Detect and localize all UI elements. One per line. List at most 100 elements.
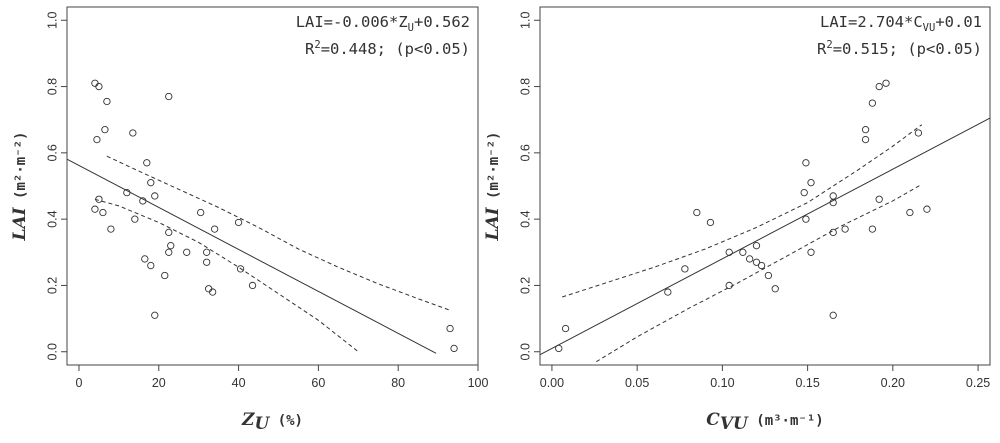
data-point — [123, 188, 131, 197]
confidence-band-lower — [596, 183, 923, 363]
data-point — [746, 255, 754, 263]
x-tick-label: 40 — [232, 376, 246, 390]
data-point — [829, 228, 837, 237]
x-tick-label: 0.05 — [625, 376, 649, 390]
x-tick-label: 0.00 — [540, 376, 564, 390]
data-point — [771, 285, 779, 293]
data-point — [139, 197, 147, 205]
chart-panel-1: 0.0 0.2 0.4 0.6 0.8 1.0 0 20 40 60 80 100 LAI=-0.006… — [10, 6, 489, 434]
data-point — [141, 255, 149, 263]
x-tick-label: 60 — [311, 376, 325, 390]
y-tick-label: 1.0 — [518, 12, 532, 29]
data-point — [739, 248, 747, 256]
data-point — [205, 285, 213, 293]
data-point — [183, 248, 191, 256]
data-point — [203, 248, 211, 256]
data-point — [93, 135, 101, 144]
data-point — [167, 242, 175, 250]
r-squared-annotation: R2=0.448; (p<0.05) — [305, 39, 470, 58]
data-point — [248, 281, 257, 290]
data-point — [752, 258, 761, 266]
data-point — [693, 208, 701, 217]
data-point — [875, 195, 883, 203]
data-point — [165, 248, 173, 256]
data-point — [161, 271, 169, 280]
data-point — [210, 225, 219, 233]
data-point — [91, 79, 99, 87]
data-point — [802, 159, 810, 167]
data-point — [143, 159, 151, 167]
confidence-band-lower — [94, 198, 359, 353]
x-tick-label: 20 — [152, 376, 166, 390]
data-point — [165, 92, 173, 101]
data-point — [868, 99, 877, 107]
x-axis-title: ZU (%) — [241, 410, 303, 434]
data-point — [197, 208, 205, 217]
data-point — [131, 215, 139, 223]
x-tick-label: 100 — [468, 376, 489, 390]
data-point — [861, 135, 870, 144]
data-point — [151, 192, 159, 200]
data-point — [764, 271, 773, 280]
data-point — [752, 242, 761, 250]
y-tick-label: 0.0 — [518, 343, 532, 360]
data-point — [807, 248, 815, 256]
data-point — [923, 205, 931, 213]
data-point — [147, 261, 155, 270]
y-tick-label: 0.0 — [45, 343, 59, 360]
data-point — [561, 324, 570, 333]
data-point — [868, 225, 877, 233]
y-tick-label: 1.0 — [45, 12, 59, 29]
regression-line — [67, 158, 437, 354]
y-tick-label: 0.6 — [45, 144, 59, 161]
r-squared-annotation: R2=0.515; (p<0.05) — [817, 39, 982, 58]
y-tick-label: 0.8 — [518, 78, 532, 95]
data-point — [95, 195, 103, 203]
x-axis-title: CVU (m³·m⁻¹) — [706, 410, 823, 434]
data-point — [103, 97, 111, 106]
data-point — [107, 225, 115, 233]
data-point — [914, 129, 923, 137]
data-point — [129, 129, 137, 137]
data-point — [906, 208, 914, 217]
data-point — [165, 228, 173, 237]
data-point — [91, 205, 99, 213]
y-tick-label: 0.2 — [45, 277, 59, 294]
data-point — [236, 265, 245, 273]
regression-line — [540, 117, 990, 356]
x-tick-label: 0.15 — [795, 376, 819, 390]
data-point — [841, 225, 849, 233]
data-point — [725, 248, 733, 256]
chart-panel-2: 0.0 0.2 0.4 0.6 0.8 1.0 0.00 0.05 0.10 0.15 0.20 0.… — [483, 6, 991, 434]
x-tick-label: 0.25 — [966, 376, 990, 390]
data-point — [725, 281, 733, 290]
data-point — [234, 218, 243, 227]
y-tick-label: 0.4 — [45, 210, 59, 227]
data-point — [681, 265, 689, 273]
y-axis-title: LAI (m²·m⁻²) — [483, 132, 503, 242]
data-point — [829, 311, 837, 319]
data-point — [875, 82, 883, 91]
data-point — [706, 218, 715, 227]
x-tick-label: 80 — [391, 376, 405, 390]
confidence-band-upper — [562, 124, 923, 298]
data-point — [208, 288, 217, 296]
data-point — [101, 125, 109, 134]
data-point — [203, 258, 211, 266]
y-axis-title: LAI (m²·m⁻²) — [10, 132, 30, 242]
data-point — [147, 179, 155, 187]
data-point — [446, 324, 454, 333]
x-tick-label: 0 — [75, 376, 82, 390]
plot-frame — [66, 6, 479, 366]
data-point — [829, 198, 837, 207]
regression-equation: LAI=-0.006*ZU+0.562 — [296, 13, 470, 34]
data-point — [882, 79, 890, 87]
data-point — [861, 125, 870, 134]
data-point — [99, 208, 107, 217]
y-tick-label: 0.6 — [518, 144, 532, 161]
data-point — [664, 288, 672, 296]
confidence-band-upper — [106, 155, 451, 311]
data-point — [800, 188, 808, 197]
